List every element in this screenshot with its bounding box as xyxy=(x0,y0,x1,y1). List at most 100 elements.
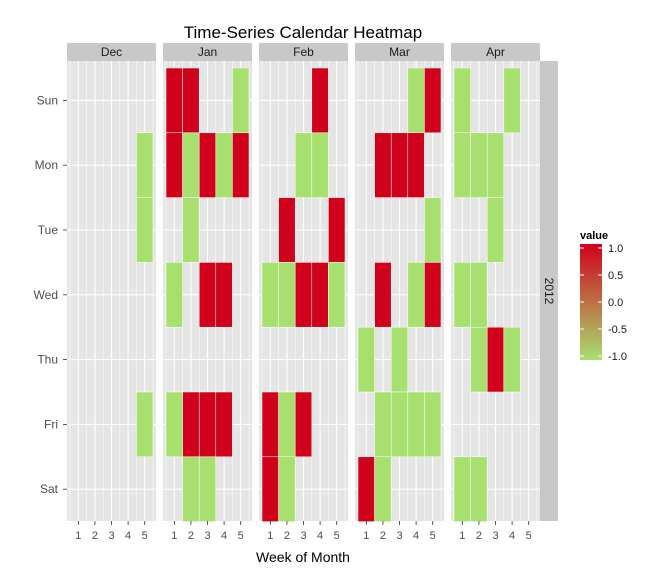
heatmap-cell-mar-w3-fri xyxy=(390,391,409,458)
month-strip-apr xyxy=(451,43,540,61)
heatmap-cell-apr-w1-sun xyxy=(453,67,471,134)
heatmap-cell-mar-w2-fri xyxy=(374,391,392,458)
x-tick-label: 5 xyxy=(526,530,532,542)
heatmap-cell-mar-w3-thu xyxy=(390,326,409,393)
heatmap-cell-apr-w3-tue xyxy=(486,197,505,263)
x-tick-label: 3 xyxy=(396,530,402,542)
heatmap-cell-jan-w1-wed xyxy=(165,262,183,328)
heatmap-cell-jan-w3-wed xyxy=(198,262,217,328)
heatmap-cell-feb-w1-fri xyxy=(261,391,279,458)
heatmap-cell-jan-w5-mon xyxy=(232,132,250,198)
heatmap-cell-jan-w2-sat xyxy=(182,456,200,522)
heatmap-cell-mar-w5-tue xyxy=(424,197,442,263)
heatmap-cell-apr-w3-thu xyxy=(486,326,505,393)
legend-tick-label: -0.5 xyxy=(608,324,627,336)
heatmap-cell-mar-w4-fri xyxy=(407,391,425,458)
heatmap-cell-jan-w2-sun xyxy=(182,67,200,134)
y-tick-label-fri: Fri xyxy=(44,417,58,431)
x-axis-label: Week of Month xyxy=(256,549,350,565)
heatmap-cell-feb-w5-wed xyxy=(328,262,346,328)
heatmap-cell-apr-w4-thu xyxy=(503,326,521,393)
x-tick-label: 4 xyxy=(317,530,323,542)
x-tick-label: 3 xyxy=(300,530,306,542)
month-strip-feb xyxy=(259,43,348,61)
heatmap-cell-mar-w5-sun xyxy=(424,67,442,134)
month-strip-mar xyxy=(355,43,444,61)
heatmap-cell-feb-w3-mon xyxy=(294,132,313,198)
heatmap-cell-jan-w3-mon xyxy=(198,132,217,198)
heatmap-cell-feb-w3-wed xyxy=(294,262,313,328)
legend-ticks: 1.0 0.5 0.0 -0.5 -1.0 xyxy=(580,243,627,363)
heatmap-cell-jan-w1-sun xyxy=(165,67,183,134)
heatmap-cell-jan-w4-fri xyxy=(215,391,233,458)
month-strip-jan xyxy=(163,43,252,61)
heatmap-cell-mar-w4-wed xyxy=(407,262,425,328)
heatmap-cell-jan-w1-mon xyxy=(165,132,183,198)
month-strip-label: Apr xyxy=(486,45,505,59)
heatmap-cell-feb-w4-wed xyxy=(311,262,329,328)
x-tick-label: 3 xyxy=(204,530,210,542)
x-tick-label: 5 xyxy=(142,530,148,542)
heatmap-cell-feb-w2-tue xyxy=(278,197,296,263)
month-strip-label: Mar xyxy=(389,45,410,59)
heatmap-cell-apr-w2-wed xyxy=(470,262,488,328)
facet-panels xyxy=(67,61,540,522)
x-tick-label: 1 xyxy=(363,530,369,542)
heatmap-cell-mar-w1-thu xyxy=(357,326,375,393)
heatmap-cell-jan-w1-fri xyxy=(165,391,183,458)
x-tick-label: 2 xyxy=(380,530,386,542)
x-tick-label: 4 xyxy=(221,530,227,542)
x-tick-label: 5 xyxy=(334,530,340,542)
x-tick-label: 4 xyxy=(413,530,419,542)
legend-title: value xyxy=(580,230,608,242)
heatmap-cell-feb-w1-sat xyxy=(261,456,279,522)
x-tick-label: 2 xyxy=(476,530,482,542)
heatmap-cell-mar-w1-sat xyxy=(357,456,375,522)
x-tick-label: 1 xyxy=(459,530,465,542)
x-tick-label: 5 xyxy=(430,530,436,542)
heatmap-cell-mar-w2-wed xyxy=(374,262,392,328)
heatmap-cell-jan-w4-wed xyxy=(215,262,233,328)
heatmap-cell-apr-w1-wed xyxy=(453,262,471,328)
heatmap-cell-jan-w2-fri xyxy=(182,391,200,458)
x-tick-label: 2 xyxy=(284,530,290,542)
legend-tick-label: 1.0 xyxy=(608,243,623,255)
row-strip xyxy=(540,61,558,521)
heatmap-cell-feb-w4-sun xyxy=(311,67,329,134)
heatmap-cell-mar-w5-fri xyxy=(424,391,442,458)
x-tick-label: 2 xyxy=(188,530,194,542)
heatmap-cell-apr-w3-mon xyxy=(486,132,505,198)
heatmap-cell-mar-w2-mon xyxy=(374,132,392,198)
x-tick-label: 3 xyxy=(108,530,114,542)
heatmap-cell-feb-w2-wed xyxy=(278,262,296,328)
y-axis: Sun Mon Tue Wed Thu Fri Sat xyxy=(34,93,67,496)
heatmap-cell-feb-w2-sat xyxy=(278,456,296,522)
heatmap-cell-jan-w3-sat xyxy=(198,456,217,522)
heatmap-cell-apr-w4-sun xyxy=(503,67,521,134)
x-tick-label: 1 xyxy=(267,530,273,542)
month-strip-label: Jan xyxy=(198,45,217,59)
heatmap-cell-dec-w5-tue xyxy=(136,197,154,263)
heatmap-cell-mar-w4-mon xyxy=(407,132,425,198)
heatmap-cell-feb-w1-wed xyxy=(261,262,279,328)
y-tick-label-tue: Tue xyxy=(38,223,59,237)
heatmap-cell-apr-w2-sat xyxy=(470,456,488,522)
x-tick-label: 2 xyxy=(92,530,98,542)
heatmap-cell-jan-w3-fri xyxy=(198,391,217,458)
x-tick-label: 1 xyxy=(75,530,81,542)
heatmap-cell-mar-w2-sat xyxy=(374,456,392,522)
heatmap-cell-mar-w3-mon xyxy=(390,132,409,198)
heatmap-cell-feb-w4-mon xyxy=(311,132,329,198)
heatmap-cell-mar-w5-wed xyxy=(424,262,442,328)
heatmap-cell-jan-w5-sun xyxy=(232,67,250,134)
x-tick-label: 4 xyxy=(509,530,515,542)
y-tick-label-wed: Wed xyxy=(34,288,58,302)
heatmap-cell-feb-w5-tue xyxy=(328,197,346,263)
heatmap-cell-feb-w3-fri xyxy=(294,391,313,458)
legend-tick-label: 0.0 xyxy=(608,297,623,309)
heatmap-cell-dec-w5-fri xyxy=(136,391,154,458)
x-tick-label: 1 xyxy=(171,530,177,542)
heatmap-cell-feb-w2-fri xyxy=(278,391,296,458)
